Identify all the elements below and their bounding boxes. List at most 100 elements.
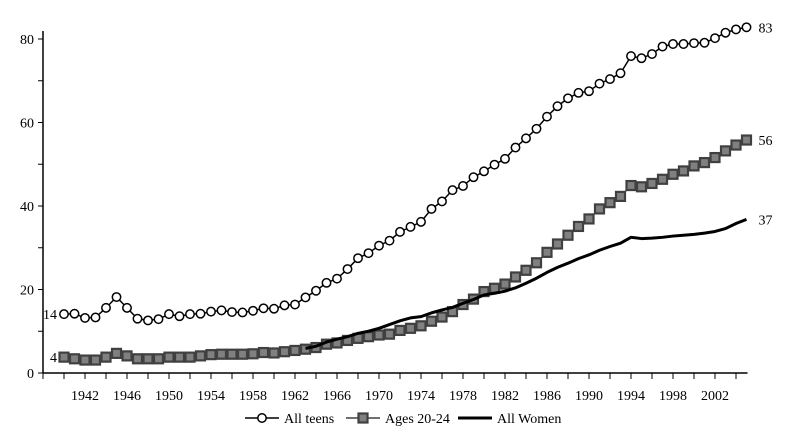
x-tick-label: 1982 [491,389,519,404]
data-point [531,123,542,134]
data-point [636,53,647,64]
data-point [68,353,81,365]
data-point [489,159,500,170]
data-point [289,344,301,357]
data-point [689,38,699,49]
data-point [667,168,679,180]
data-point [59,309,69,320]
data-point [499,278,511,290]
data-point [216,305,227,316]
data-point [562,229,574,241]
legend: All teens Ages 20-24 All Women [245,412,561,427]
x-tick-label: 1974 [407,389,435,404]
x-tick-label: 1970 [365,389,393,404]
data-point [131,353,144,365]
data-point [688,160,700,172]
data-point [709,151,721,164]
legend-label: All Women [497,412,561,427]
legend-item: All teens [245,412,334,427]
data-point [521,133,531,144]
data-point [384,235,395,246]
data-point [436,311,448,323]
data-point [226,348,238,360]
data-point [132,313,143,324]
data-point [552,101,563,112]
data-point [236,348,249,360]
data-point [468,172,479,183]
data-point [122,302,132,313]
legend-circle-marker [257,413,267,423]
data-point [583,213,595,225]
data-point [541,246,553,258]
data-point [647,49,657,59]
data-point [416,216,426,227]
data-point [353,253,363,264]
x-tick-label: 1990 [575,389,603,404]
data-point [657,41,668,52]
data-point [174,311,185,322]
data-point [342,264,353,274]
data-point [710,33,720,44]
data-point [635,181,648,193]
data-point [542,111,552,122]
data-point [698,156,711,169]
data-point [299,343,312,355]
x-tick-label: 1954 [197,389,225,404]
data-point [405,221,416,232]
data-point [110,347,123,359]
data-point [300,292,311,303]
data-point [593,203,606,215]
data-point [373,329,385,341]
data-point [89,354,102,366]
series-line [63,26,747,322]
legend-item: Ages 20-24 [346,412,450,427]
data-point [383,328,396,340]
data-point [248,305,258,316]
y-tick-label: 80 [20,33,34,48]
data-point [279,300,290,311]
data-point [731,24,741,35]
x-tick-label: 1950 [155,389,183,404]
legend-item: All Women [458,412,561,427]
data-point [740,134,753,146]
data-point [646,177,658,190]
x-tick-label: 1946 [113,389,141,404]
data-point [394,324,406,337]
data-point [257,346,270,359]
end-value-label: 37 [759,213,773,228]
data-point [164,309,174,320]
data-point [258,303,269,314]
data-point [437,196,447,207]
x-tick-label: 1978 [449,389,477,404]
data-point [69,308,80,319]
series-all-women [305,217,748,350]
end-value-label: 83 [759,21,773,36]
data-point [509,271,522,283]
data-point [479,166,489,177]
data-point [719,145,732,157]
data-point [425,315,438,327]
data-point [278,346,291,358]
data-point [730,139,742,151]
data-point [677,165,690,177]
data-point [604,197,616,209]
data-point [530,257,543,269]
series-ages-20-24 [58,134,753,366]
x-tick-label: 1942 [71,389,99,404]
x-tick-label: 1966 [323,389,351,404]
data-point [58,351,70,363]
data-point [615,68,626,79]
data-point [395,226,405,237]
data-point [699,37,710,48]
data-point [142,353,154,365]
series-all-teens [59,22,752,326]
data-point [90,312,101,323]
legend-label: Ages 20-24 [385,412,450,427]
data-point [153,314,164,325]
data-point [185,309,195,320]
y-tick-label: 20 [20,284,34,299]
x-tick-label: 1958 [239,389,267,404]
data-point [625,179,637,192]
data-point [121,350,133,362]
